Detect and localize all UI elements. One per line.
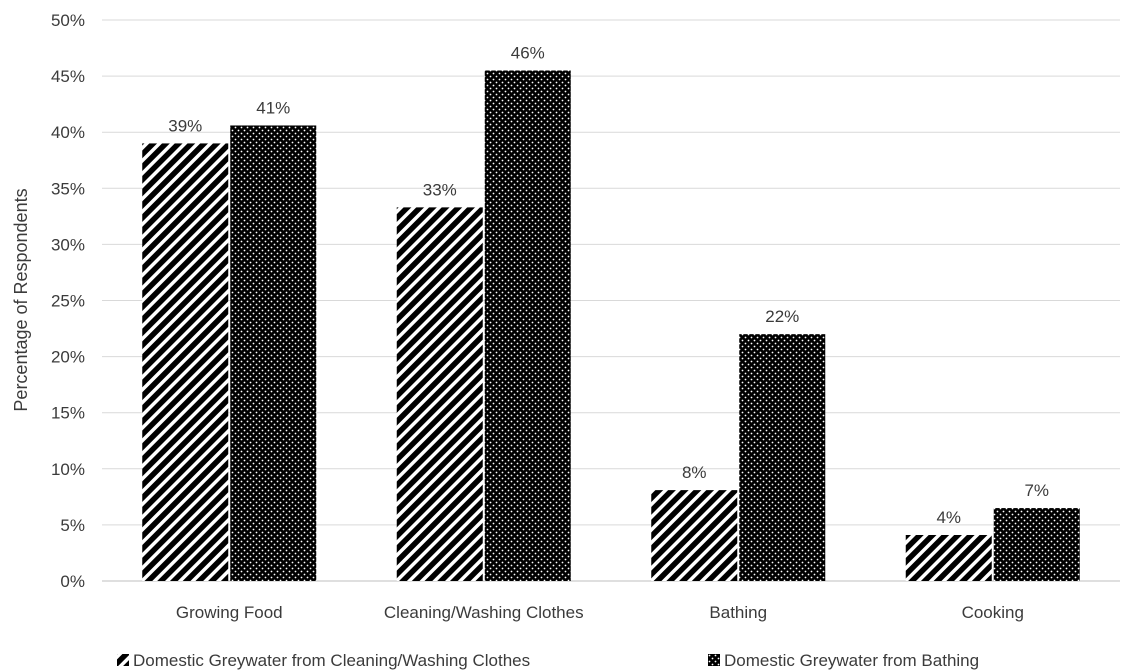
data-label: 4%	[936, 508, 961, 527]
data-label: 8%	[682, 463, 707, 482]
y-tick-label: 20%	[51, 348, 85, 367]
x-category-label: Cooking	[962, 603, 1024, 622]
legend-label: Domestic Greywater from Bathing	[724, 651, 979, 670]
data-label: 7%	[1024, 481, 1049, 500]
bar-cleaning-washing-clothes-series-1	[396, 207, 483, 581]
legend: Domestic Greywater from Cleaning/Washing…	[117, 651, 979, 670]
bar-cleaning-washing-clothes-series-2	[484, 70, 571, 582]
data-label: 39%	[168, 116, 202, 135]
legend-swatch	[117, 654, 129, 666]
data-labels: 39% 41% 33% 46% 8% 22% 4% 7%	[168, 43, 1049, 527]
legend-label: Domestic Greywater from Cleaning/Washing…	[133, 651, 530, 670]
data-label: 46%	[511, 43, 545, 62]
y-axis-title: Percentage of Respondents	[11, 188, 31, 411]
bar-growing-food-series-1	[142, 143, 229, 582]
y-tick-label: 50%	[51, 11, 85, 30]
y-tick-label: 10%	[51, 460, 85, 479]
y-tick-label: 25%	[51, 292, 85, 311]
bar-growing-food-series-2	[230, 125, 317, 581]
x-axis-categories: Growing Food Cleaning/Washing Clothes Bath…	[176, 603, 1024, 622]
x-category-label: Growing Food	[176, 603, 283, 622]
data-label: 22%	[765, 307, 799, 326]
bar-bathing-series-2	[739, 334, 826, 581]
bar-cooking-series-2	[993, 508, 1080, 581]
bar-cooking-series-1	[905, 534, 992, 581]
y-tick-label: 40%	[51, 123, 85, 142]
y-tick-label: 35%	[51, 179, 85, 198]
data-label: 33%	[423, 180, 457, 199]
legend-swatch	[708, 654, 720, 666]
y-tick-label: 0%	[60, 572, 85, 591]
bar-bathing-series-1	[651, 490, 738, 581]
y-tick-label: 45%	[51, 67, 85, 86]
y-tick-label: 15%	[51, 404, 85, 423]
y-tick-label: 30%	[51, 235, 85, 254]
y-tick-label: 5%	[60, 516, 85, 535]
y-axis-ticks: 0% 5% 10% 15% 20% 25% 30% 35% 40% 45% 50%	[51, 11, 85, 591]
x-category-label: Cleaning/Washing Clothes	[384, 603, 584, 622]
x-category-label: Bathing	[709, 603, 767, 622]
data-label: 41%	[256, 98, 290, 117]
bars	[142, 70, 1080, 582]
